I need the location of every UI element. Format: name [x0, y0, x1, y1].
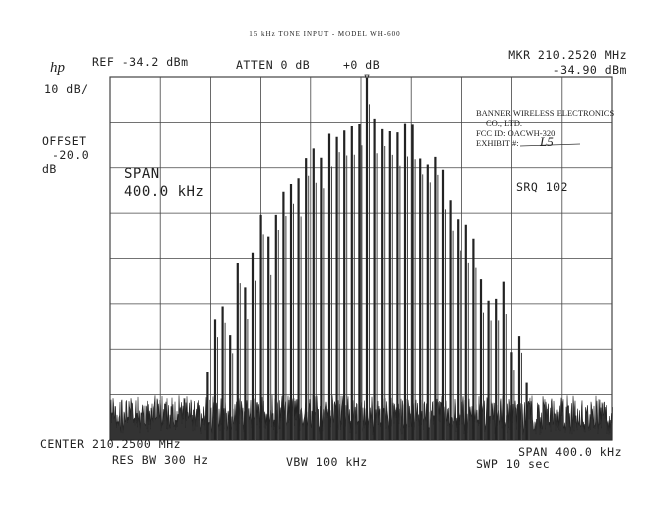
stamp-fcc: FCC ID: OACWH-320 [476, 128, 555, 138]
logo: hp [50, 60, 66, 76]
ext-gain: +0 dB [343, 58, 380, 72]
stamp-exhibit-no: L5 [539, 134, 554, 149]
span-footer: SPAN 400.0 kHz [518, 445, 622, 459]
scale: 10 dB/ [44, 82, 89, 96]
marker-level: -34.90 dBm [553, 63, 627, 77]
vbw: VBW 100 kHz [286, 455, 368, 469]
stamp-company2: CO., LTD. [486, 118, 522, 128]
plot-title: 15 kHz TONE INPUT - MODEL WH-600 [249, 30, 400, 38]
center-frequency: CENTER 210.2500 MHz [40, 437, 181, 451]
sweep: SWP 10 sec [476, 457, 550, 471]
span-label: SPAN [124, 166, 160, 182]
offset-label: OFFSET [42, 134, 87, 148]
trace [109, 74, 613, 441]
stamp-exhibit: EXHIBIT #: [476, 138, 519, 148]
attenuation: ATTEN 0 dB [236, 58, 310, 72]
marker-frequency: MKR 210.2520 MHz [508, 48, 627, 62]
ref-level: REF -34.2 dBm [92, 55, 189, 69]
res-bw: RES BW 300 Hz [112, 453, 209, 467]
stamp-underline [519, 143, 581, 147]
offset-unit: dB [42, 162, 57, 176]
srq: SRQ 102 [516, 180, 568, 194]
offset-value: -20.0 [52, 148, 89, 162]
marker [364, 74, 370, 82]
stamp-company: BANNER WIRELESS ELECTRONICS [476, 108, 614, 118]
span-value: 400.0 kHz [124, 184, 204, 200]
